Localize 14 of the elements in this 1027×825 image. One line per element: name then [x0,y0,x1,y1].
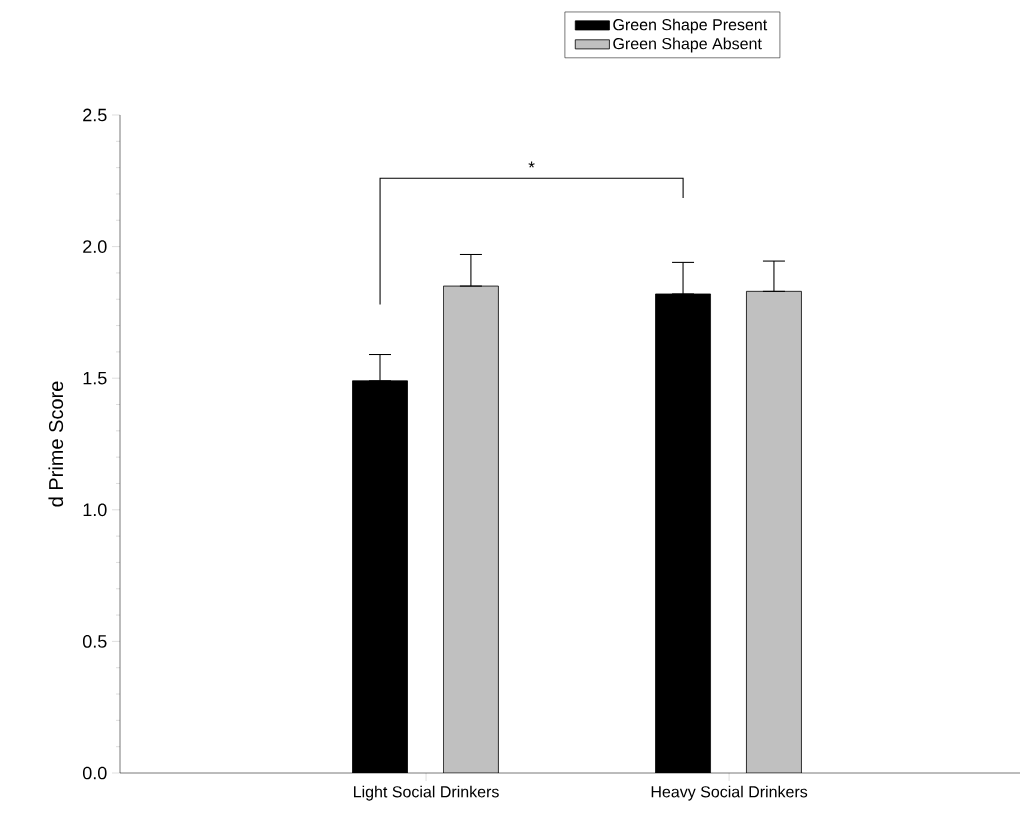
legend-label: Green Shape Absent [613,37,762,53]
y-tick-label: 1.0 [83,503,107,517]
bar [443,285,499,773]
legend-label: Green Shape Present [613,18,768,34]
x-tick-label: Heavy Social Drinkers [651,785,808,801]
y-axis-title: d Prime Score [48,381,64,507]
y-tick-label: 2.0 [83,240,107,253]
y-tick-label: 0.0 [82,766,107,780]
x-tick-label: Light Social Drinkers [354,785,499,801]
y-tick-label: 0.5 [82,635,107,648]
annotation: * [528,161,535,168]
bar [746,290,802,773]
y-tick-label: 1.5 [83,371,107,385]
y-tick-label: 2.5 [83,108,107,122]
